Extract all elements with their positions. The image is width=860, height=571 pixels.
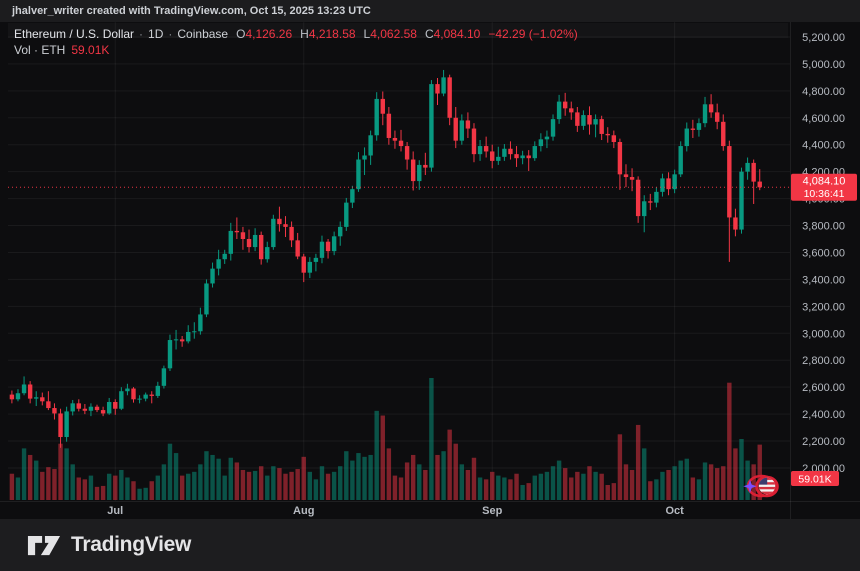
grid-lines <box>0 22 860 519</box>
tradingview-wordmark[interactable]: TradingView <box>71 533 192 556</box>
svg-text:3,000.00: 3,000.00 <box>802 328 845 340</box>
tradingview-logo-icon[interactable] <box>27 535 61 556</box>
svg-text:3,600.00: 3,600.00 <box>802 247 845 259</box>
svg-text:2,400.00: 2,400.00 <box>802 409 845 421</box>
svg-text:Sep: Sep <box>482 505 502 517</box>
svg-text:3,800.00: 3,800.00 <box>802 221 845 233</box>
svg-text:2,600.00: 2,600.00 <box>802 382 845 394</box>
svg-text:4,400.00: 4,400.00 <box>802 140 845 152</box>
svg-text:2,200.00: 2,200.00 <box>802 436 845 448</box>
us-flag-event-marker[interactable] <box>743 474 779 498</box>
svg-text:59.01K: 59.01K <box>798 474 831 486</box>
attribution-text: jhalver_writer created with TradingView.… <box>12 5 371 17</box>
svg-text:10:36:41: 10:36:41 <box>804 188 845 200</box>
time-axis[interactable]: Jul Aug Sep Oct <box>107 505 684 517</box>
svg-text:4,800.00: 4,800.00 <box>802 86 845 98</box>
svg-text:Jul: Jul <box>107 505 123 517</box>
us-flag-icon <box>758 477 776 495</box>
svg-text:Aug: Aug <box>293 505 314 517</box>
footer: TradingView <box>0 519 860 571</box>
svg-text:4,084.10: 4,084.10 <box>803 175 846 187</box>
price-axis[interactable]: 5,200.00 5,000.00 4,800.00 4,600.00 4,400.00… <box>802 32 845 475</box>
sparkle-icon <box>743 479 757 494</box>
candlesticks <box>9 69 762 448</box>
candlestick-chart-canvas[interactable]: 5,200.00 5,000.00 4,800.00 4,600.00 4,400.00… <box>0 22 860 519</box>
volume-bars <box>9 378 762 500</box>
svg-text:5,000.00: 5,000.00 <box>802 59 845 71</box>
svg-text:Oct: Oct <box>665 505 684 517</box>
svg-text:5,200.00: 5,200.00 <box>802 32 845 44</box>
svg-text:3,400.00: 3,400.00 <box>802 274 845 286</box>
svg-text:3,200.00: 3,200.00 <box>802 301 845 313</box>
svg-text:2,800.00: 2,800.00 <box>802 355 845 367</box>
chart-region: 5,200.00 5,000.00 4,800.00 4,600.00 4,400.00… <box>0 22 860 519</box>
svg-text:4,600.00: 4,600.00 <box>802 113 845 125</box>
attribution-bar: jhalver_writer created with TradingView.… <box>0 0 860 22</box>
